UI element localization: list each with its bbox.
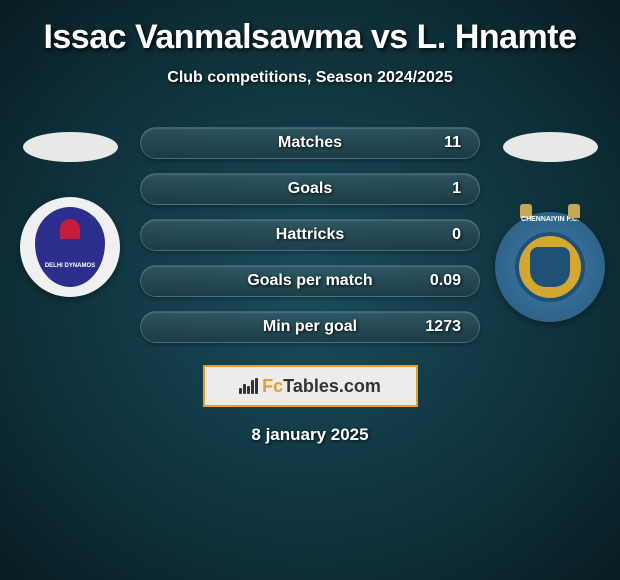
team-badge-right: CHENNAIYIN F.C. [495, 212, 605, 322]
stat-value: 1 [452, 180, 461, 198]
brand-prefix: Fc [262, 376, 283, 396]
bar-chart-icon [239, 378, 258, 394]
brand-box: FcTables.com [203, 365, 418, 407]
stat-label: Min per goal [263, 318, 357, 336]
stat-row-goals: Goals 1 [140, 173, 480, 205]
badge-right-ring [515, 232, 585, 302]
left-column: DELHI DYNAMOS [10, 127, 130, 297]
stats-area: DELHI DYNAMOS Matches 11 Goals 1 Hattric… [0, 127, 620, 343]
badge-right-face-icon [530, 247, 570, 287]
date-label: 8 january 2025 [251, 425, 368, 445]
stat-row-matches: Matches 11 [140, 127, 480, 159]
stat-label: Hattricks [276, 226, 344, 244]
subtitle: Club competitions, Season 2024/2025 [167, 69, 452, 87]
brand-text: FcTables.com [262, 376, 381, 397]
player-photo-placeholder-left [23, 132, 118, 162]
stat-label: Goals [288, 180, 332, 198]
card-root: Issac Vanmalsawma vs L. Hnamte Club comp… [0, 0, 620, 455]
badge-left-label: DELHI DYNAMOS [45, 263, 95, 269]
page-title: Issac Vanmalsawma vs L. Hnamte [43, 18, 576, 57]
badge-right-label: CHENNAIYIN F.C. [495, 216, 605, 223]
stat-value: 0.09 [430, 272, 461, 290]
stat-row-min-per-goal: Min per goal 1273 [140, 311, 480, 343]
player-photo-placeholder-right [503, 132, 598, 162]
stat-label: Matches [278, 134, 342, 152]
stats-column: Matches 11 Goals 1 Hattricks 0 Goals per… [140, 127, 480, 343]
stat-row-goals-per-match: Goals per match 0.09 [140, 265, 480, 297]
team-badge-left: DELHI DYNAMOS [20, 197, 120, 297]
brand-suffix: Tables.com [283, 376, 381, 396]
stat-value: 11 [444, 134, 461, 152]
right-column: CHENNAIYIN F.C. [490, 127, 610, 322]
stat-value: 0 [452, 226, 461, 244]
stat-label: Goals per match [247, 272, 372, 290]
stat-row-hattricks: Hattricks 0 [140, 219, 480, 251]
badge-left-shield: DELHI DYNAMOS [35, 207, 105, 287]
stat-value: 1273 [425, 318, 461, 336]
